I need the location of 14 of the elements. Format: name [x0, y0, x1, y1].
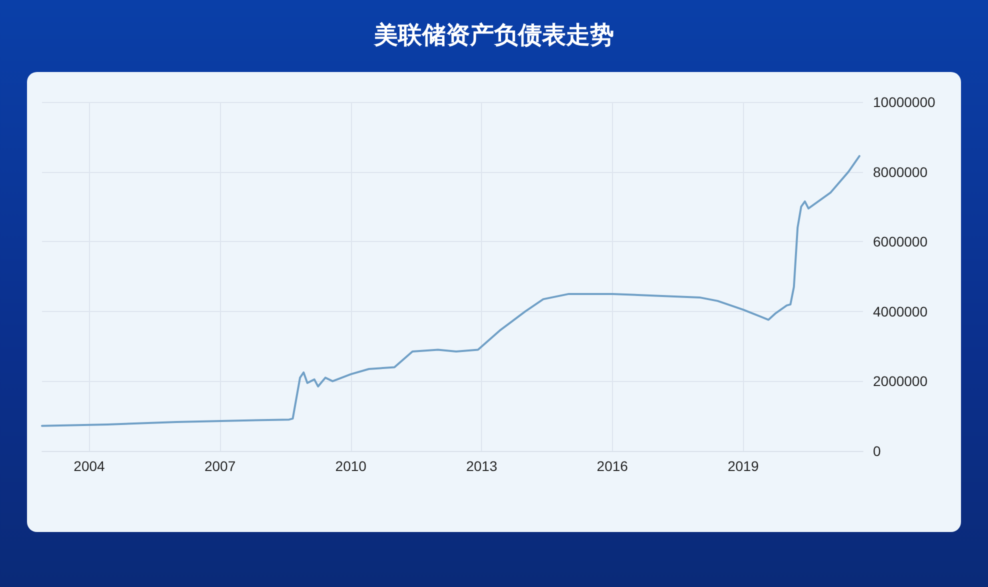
x-tick-label: 2007 — [204, 458, 236, 474]
y-tick-label: 6000000 — [873, 234, 928, 250]
x-tick-label: 2019 — [728, 458, 759, 474]
x-tick-label: 2013 — [466, 458, 498, 474]
y-tick-label: 10000000 — [873, 94, 936, 110]
chart-title: 美联储资产负债表走势 — [373, 21, 614, 49]
line-series — [41, 155, 860, 427]
y-tick-label: 8000000 — [873, 164, 928, 180]
y-tick-label: 4000000 — [873, 303, 928, 320]
x-tick-label: 2004 — [74, 458, 106, 474]
y-tick-label: 0 — [873, 443, 881, 459]
x-tick-label: 2010 — [335, 458, 367, 474]
y-tick-label: 2000000 — [873, 373, 928, 390]
x-tick-label: 2016 — [596, 458, 628, 474]
